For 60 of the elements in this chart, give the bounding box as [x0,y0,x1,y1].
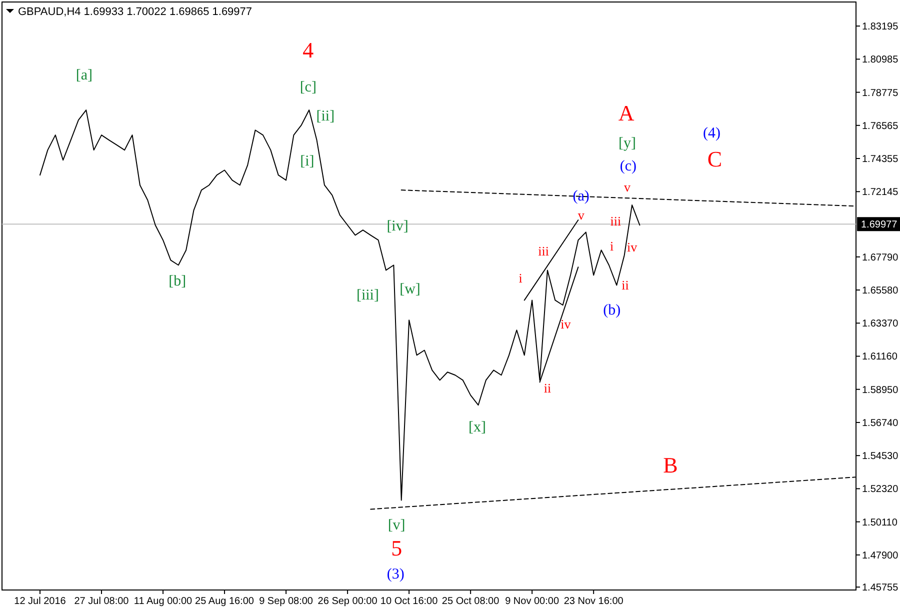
x-tick-label: 25 Oct 08:00 [442,596,500,607]
annotation: [a] [76,67,93,84]
annotation: (c) [620,158,637,174]
y-tick-label: 1.63370 [862,318,899,330]
x-tick-label: 25 Aug 16:00 [195,596,254,607]
annotation: i [610,238,614,254]
annotation: B [663,452,678,478]
x-tick-label: 11 Aug 00:00 [134,596,193,607]
ref-line-label: 1.69977 [861,220,898,231]
y-tick-label: 1.50110 [862,517,898,528]
y-tick-label: 1.78775 [862,88,899,99]
y-tick-label: 1.76565 [862,120,899,132]
annotation: [iv] [386,218,408,234]
annotation: [ii] [316,108,335,124]
y-tick-label: 1.67790 [862,252,899,264]
y-tick-label: 1.83195 [862,22,899,33]
x-tick-label: 10 Oct 16:00 [380,596,438,607]
annotation: iv [560,316,572,332]
y-tick-label: 1.47900 [862,550,899,562]
y-tick-label: 1.45755 [862,582,899,594]
annotation: [x] [468,419,486,436]
annotation: ii [544,380,552,396]
annotation: iii [538,244,550,259]
annotation: [w] [400,281,420,298]
x-tick-label: 12 Jul 2016 [14,596,66,607]
annotation: iii [610,214,622,229]
y-tick-label: 1.61160 [862,352,898,363]
x-tick-label: 9 Nov 00:00 [505,596,560,607]
y-tick-label: 1.52320 [862,484,899,496]
annotation: ii [622,278,630,293]
annotation: [y] [618,135,636,152]
annotation: [c] [300,79,316,96]
annotation: iv [626,240,638,255]
chart-title: GBPAUD,H4 1.69933 1.70022 1.69865 1.69977 [18,6,252,18]
annotation: (a) [572,188,590,204]
annotation: (4) [703,125,721,142]
annotation: v [624,180,631,195]
x-tick-label: 26 Sep 00:00 [318,596,378,607]
y-tick-label: 1.74355 [862,154,899,166]
x-tick-label: 23 Nov 16:00 [564,596,624,607]
annotation: C [707,146,722,172]
annotation: [iii] [356,287,379,304]
annotation: 5 [391,536,402,561]
annotation: A [618,100,634,126]
annotation: v [578,208,585,223]
annotation: [v] [388,517,406,534]
annotation: 4 [302,38,314,63]
x-tick-label: 27 Jul 08:00 [74,596,130,607]
y-tick-label: 1.54530 [862,451,899,462]
annotation: i [518,270,523,286]
y-tick-label: 1.72145 [862,187,899,198]
annotation: [b] [168,273,186,290]
annotation: (3) [386,566,404,582]
y-tick-label: 1.58950 [862,384,899,396]
y-tick-label: 1.56740 [862,418,899,429]
y-tick-label: 1.65580 [862,286,899,297]
y-tick-label: 1.80985 [862,54,899,66]
annotation: (b) [603,302,621,318]
annotation: [i] [300,153,314,170]
x-tick-label: 9 Sep 08:00 [259,596,314,607]
